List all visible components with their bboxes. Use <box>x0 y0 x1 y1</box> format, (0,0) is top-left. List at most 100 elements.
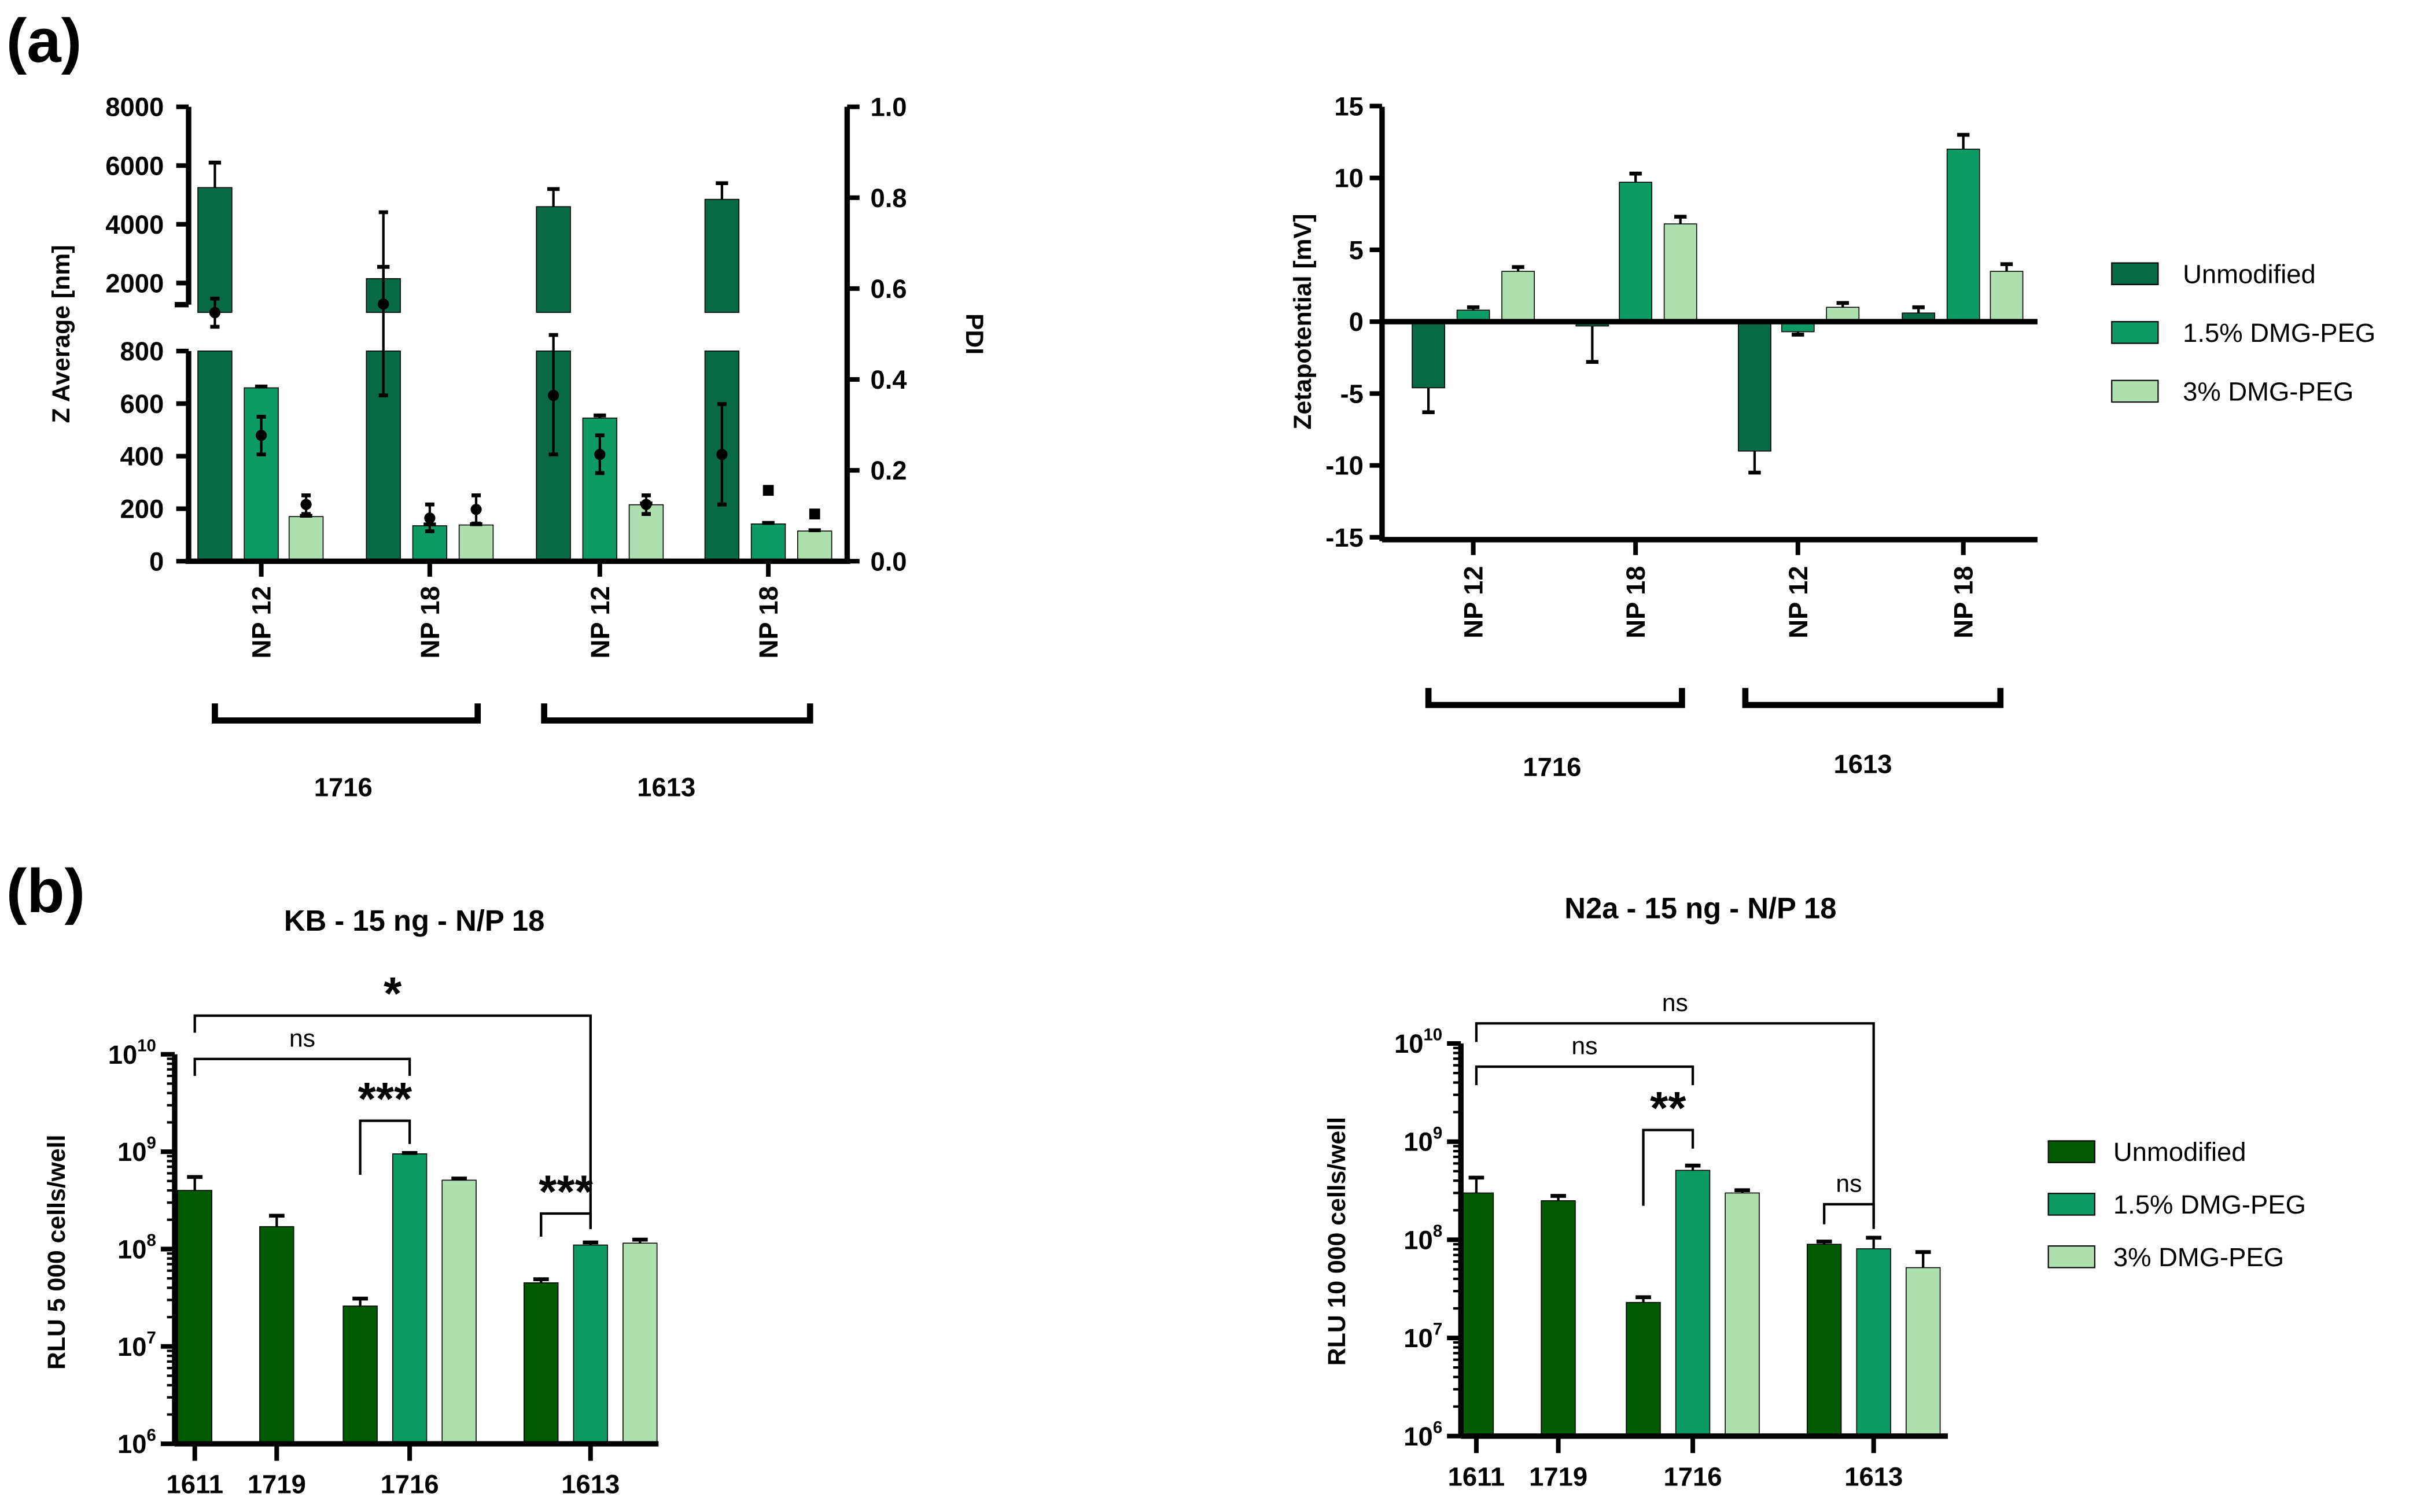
y-tick-base: 10 <box>117 1137 147 1167</box>
y-tick-base: 10 <box>117 1332 147 1362</box>
pdi-point <box>470 504 482 515</box>
bar-upper-segment <box>536 206 571 313</box>
bar <box>177 1190 212 1444</box>
legend-swatch <box>2047 1245 2095 1268</box>
x-tick-label: 1613 <box>561 1470 620 1499</box>
chart-title: KB - 15 ng - N/P 18 <box>284 904 544 937</box>
y-tick-label: 4000 <box>105 210 164 239</box>
bar <box>622 1242 658 1444</box>
bar <box>259 1226 294 1444</box>
bar <box>1738 321 1771 452</box>
pdi-point <box>716 449 728 460</box>
y-tick-exponent: 10 <box>137 1036 156 1055</box>
pdi-point <box>255 430 267 441</box>
y-tick-base: 10 <box>117 1234 147 1264</box>
bar <box>1501 271 1535 322</box>
y-tick-label: 15 <box>1334 91 1364 121</box>
significance-bracket <box>359 1119 411 1175</box>
x-tick-label: 1611 <box>1448 1462 1505 1491</box>
pdi-point-square <box>809 508 820 519</box>
y-tick-base: 10 <box>1403 1225 1433 1255</box>
y-tick-label: 1010 <box>1394 1026 1442 1059</box>
y-tick-base: 10 <box>117 1429 147 1459</box>
significance-bracket <box>193 1014 592 1229</box>
bar <box>458 524 494 562</box>
group-label: 1613 <box>637 772 695 802</box>
y2-tick-label: 0.0 <box>870 547 907 576</box>
y-tick-label: 200 <box>120 494 164 523</box>
legend-swatch <box>2047 1193 2095 1216</box>
x-tick-label: NP 18 <box>415 586 445 658</box>
significance-label: ns <box>289 1024 315 1052</box>
group-label: 1716 <box>1523 753 1581 782</box>
bar <box>1663 223 1697 322</box>
y-tick-exponent: 8 <box>1433 1222 1442 1241</box>
x-tick-label: NP 18 <box>754 586 783 658</box>
y-tick-label: 106 <box>117 1426 156 1459</box>
bar <box>244 387 279 562</box>
y-tick-label: 0 <box>1349 307 1364 337</box>
chart-zetapotential: -15 -10 -5 0 5 10 15 Zetapotential [mV] NP 12 NP … <box>1289 91 2375 781</box>
x-tick-label: NP 18 <box>1621 566 1651 638</box>
bar-upper-segment <box>704 198 740 313</box>
y-tick-label: 2000 <box>105 268 164 298</box>
bar <box>750 523 786 562</box>
y2-tick-label: 0.2 <box>870 456 907 485</box>
bar <box>1626 1301 1661 1437</box>
y-tick-label: 108 <box>1403 1222 1442 1255</box>
bar <box>1458 1192 1494 1437</box>
bar <box>1412 321 1445 389</box>
y-axis-label: RLU 10 000 cells/well <box>1323 1117 1351 1366</box>
significance-label: ** <box>1650 1082 1686 1134</box>
significance-label: ns <box>1571 1032 1597 1060</box>
y-axis-label: RLU 5 000 cells/well <box>43 1135 71 1370</box>
group-bracket <box>212 703 481 724</box>
group-label: 1716 <box>314 772 373 802</box>
legend-swatch <box>2111 262 2159 286</box>
pdi-point <box>548 389 559 401</box>
y-axis-label: Z Average [nm] <box>47 245 75 423</box>
y-tick-label: 1010 <box>108 1036 156 1069</box>
bar <box>1619 182 1653 322</box>
y-tick-exponent: 6 <box>147 1426 156 1445</box>
bar <box>1541 1200 1576 1437</box>
legend-label: 3% DMG-PEG <box>2113 1242 2284 1272</box>
y-tick-label: -5 <box>1340 379 1364 408</box>
x-tick-label: 1716 <box>1664 1462 1722 1491</box>
y2-tick-label: 0.4 <box>870 365 907 394</box>
pdi-point <box>300 499 312 510</box>
y-tick-label: 106 <box>1403 1418 1442 1451</box>
x-tick-label: NP 18 <box>1949 566 1979 638</box>
y-tick-label: 5 <box>1349 235 1364 265</box>
y-tick-label: 109 <box>1403 1123 1442 1156</box>
y2-tick-label: 0.6 <box>870 274 907 304</box>
x-tick-label: 1719 <box>248 1470 306 1499</box>
x-tick-label: 1719 <box>1529 1462 1587 1491</box>
significance-label: ns <box>1836 1170 1862 1198</box>
group-bracket <box>541 703 813 724</box>
y-tick-label: 600 <box>120 389 164 419</box>
bar <box>797 530 832 562</box>
legend-swatch <box>2047 1140 2095 1163</box>
legend-swatch <box>2111 321 2159 344</box>
legend-label: Unmodified <box>2113 1137 2246 1167</box>
bar <box>441 1179 477 1444</box>
x-tick-label: NP 12 <box>1784 566 1813 638</box>
y-tick-base: 10 <box>1394 1029 1424 1059</box>
significance-label: ns <box>1662 989 1688 1017</box>
y-tick-exponent: 8 <box>147 1231 156 1250</box>
y-tick-label: 107 <box>117 1328 156 1361</box>
bar <box>412 525 448 562</box>
y-tick-exponent: 9 <box>147 1134 156 1153</box>
y-tick-label: 8000 <box>105 93 164 122</box>
pdi-point-square <box>762 485 774 496</box>
group-bracket <box>1742 688 2004 709</box>
x-tick-label: 1613 <box>1844 1462 1903 1491</box>
panel-label-a: (a) <box>6 6 82 75</box>
bar <box>573 1244 608 1444</box>
pdi-point <box>378 298 389 310</box>
